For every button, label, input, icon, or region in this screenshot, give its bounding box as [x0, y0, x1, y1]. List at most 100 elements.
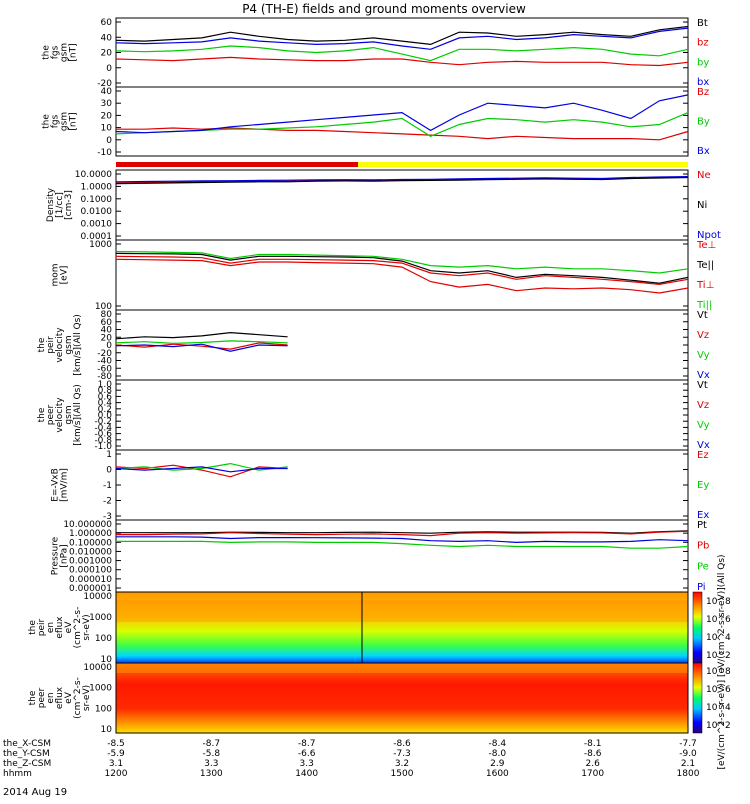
legend-entry: Pt	[697, 520, 707, 531]
y-tick-label: -40	[97, 357, 112, 367]
colorbar	[692, 591, 703, 734]
y-tick-label: 100	[95, 634, 112, 644]
colorbar-tick-label: 10^6	[706, 615, 731, 625]
y-tick-label: 0.000010	[69, 575, 112, 585]
legend-entry: by	[697, 57, 709, 68]
y-axis-label: the	[42, 45, 52, 60]
x-axis-tick-label: -5.9	[107, 749, 125, 759]
y-axis-label: [nT]	[69, 112, 79, 130]
y-tick-label: 10	[101, 725, 113, 735]
y-tick-label: -3	[103, 512, 112, 522]
y-tick-label: -80	[97, 372, 112, 382]
series-line	[116, 530, 689, 537]
legend-entry: Ez	[697, 450, 709, 461]
legend-entry: Bt	[697, 18, 708, 29]
x-axis-tick-label: 1500	[391, 769, 414, 779]
y-axis-label: (cm^2-s-	[73, 677, 83, 719]
y-tick-label: 30	[101, 99, 113, 109]
legend-entry: By	[697, 117, 710, 128]
y-tick-label: 10000	[83, 592, 112, 602]
y-tick-label: 60	[101, 18, 113, 28]
panel-frame	[115, 379, 689, 451]
y-axis-label: fgs	[51, 45, 61, 59]
y-tick-label: 0.010000	[69, 547, 112, 557]
electron-spectrogram-frame	[115, 662, 689, 734]
legend-entry: Vt	[697, 310, 708, 321]
panel-2: 40 30 20 10 0 -10 the fgs gsm [nT] Bz By Bx	[42, 86, 710, 158]
y-tick-label: 100	[95, 302, 112, 312]
y-tick-label: -1	[103, 481, 112, 491]
colorbar-label: [eV/(cm^2-s-sr-eV)] [eV/(cm^2-s-sr-eV)](…	[717, 554, 727, 769]
y-axis-label: velocity	[55, 327, 65, 363]
series-line	[115, 258, 689, 294]
colorbar-tick-label: 10^2	[706, 651, 731, 661]
y-tick-label: 20	[101, 49, 113, 59]
series-line	[115, 25, 689, 46]
x-axis-row-label: the_Z-CSM	[3, 759, 51, 769]
electron-spectrogram-band	[116, 663, 688, 673]
y-axis-label: [1/cc]	[55, 192, 65, 218]
x-axis-tick-label: 2.9	[490, 759, 505, 769]
panel-frame	[115, 449, 689, 521]
x-axis-tick-label: -8.6	[584, 749, 602, 759]
y-tick-label: -0.4	[94, 423, 112, 433]
series-line	[115, 331, 288, 340]
y-tick-label: 0.6	[98, 392, 113, 402]
y-axis-label: en	[46, 622, 56, 633]
series-line	[115, 176, 689, 183]
y-tick-label: 0.0010	[81, 220, 113, 230]
y-axis-label: the	[37, 337, 47, 352]
x-axis-tick-label: -8.6	[393, 739, 411, 749]
x-axis-tick-label: -9.0	[679, 749, 697, 759]
x-axis-tick-label: 2.1	[681, 759, 695, 769]
series-line	[115, 255, 689, 286]
x-axis-tick-label: 3.2	[395, 759, 409, 769]
colorbar-tick-label: 10^8	[706, 667, 731, 677]
y-tick-label: 0.001000	[69, 557, 112, 567]
series-line	[115, 45, 689, 62]
y-tick-label: -60	[97, 364, 112, 374]
ion-spectrogram-fill	[116, 592, 688, 663]
y-axis-label: mom	[51, 263, 61, 286]
mode-bar-yellow	[358, 162, 688, 167]
y-tick-label: 0.0100	[81, 207, 113, 217]
panel-frame	[115, 86, 689, 157]
y-tick-label: 1000	[89, 613, 112, 623]
legend-entry: Pb	[697, 541, 709, 552]
panel-frame	[115, 17, 689, 88]
legend-entry: Ey	[697, 480, 709, 491]
y-axis-label: [eV]	[60, 266, 70, 285]
legend-entry: bz	[697, 38, 709, 49]
legend-entry: Vy	[697, 350, 710, 361]
series-line	[116, 127, 689, 141]
x-axis-tick-label: -5.8	[203, 749, 221, 759]
x-axis-tick-label: 1700	[581, 769, 604, 779]
y-tick-label: 0.4	[98, 399, 113, 409]
y-axis-label: [km/s](All Qs)	[73, 384, 83, 446]
series-line	[115, 27, 689, 50]
series-line	[115, 112, 689, 137]
series-line	[115, 340, 288, 345]
x-axis-tick-label: 2.6	[586, 759, 601, 769]
x-axis-tick-label: -8.5	[107, 739, 125, 749]
legend-entry: Npot	[697, 230, 721, 241]
y-axis-label: eV	[64, 621, 74, 634]
plot-title: P4 (TH-E) fields and ground moments over…	[242, 2, 526, 16]
colorbar-lower	[692, 662, 703, 734]
y-axis-label: sr-eV)	[82, 685, 92, 711]
y-tick-label: -2	[103, 497, 112, 507]
y-tick-label: 40	[101, 33, 113, 43]
legend-entry: Pi	[697, 582, 706, 593]
x-axis-tick-label: 1600	[486, 769, 509, 779]
x-axis-tick-label: 3.1	[109, 759, 123, 769]
y-axis-label: the	[28, 690, 38, 705]
x-axis-tick-label: -7.3	[393, 749, 411, 759]
series-line	[115, 252, 689, 284]
y-axis-label: peer	[46, 404, 56, 425]
x-axis-tick-label: 1400	[295, 769, 318, 779]
series-line	[115, 56, 689, 67]
legend-entry: bx	[697, 77, 709, 88]
